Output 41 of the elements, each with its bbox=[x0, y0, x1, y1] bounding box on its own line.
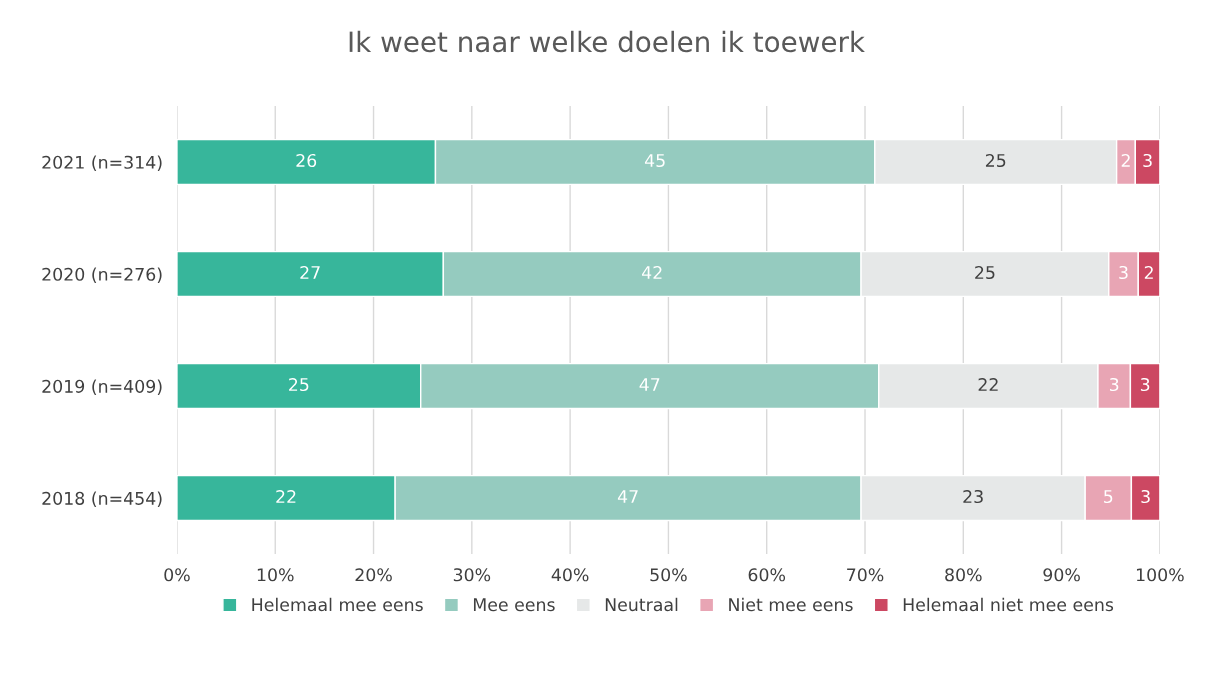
legend-label: Helemaal mee eens bbox=[252, 597, 423, 612]
data-label: 42 bbox=[642, 265, 662, 279]
data-label: 47 bbox=[617, 490, 638, 503]
data-label: 3 bbox=[1141, 489, 1150, 504]
x-tick-label: 40% bbox=[551, 568, 589, 582]
legend-label: Niet mee eens bbox=[729, 597, 853, 612]
legend-label: Helemaal niet mee eens bbox=[903, 597, 1114, 612]
y-tick-label: 2021 (n=314) bbox=[42, 155, 162, 171]
data-label: 23 bbox=[963, 489, 983, 504]
data-label: 5 bbox=[1104, 490, 1113, 504]
data-label: 2 bbox=[1144, 265, 1153, 279]
y-tick-label: 2018 (n=454) bbox=[42, 491, 162, 507]
y-tick-label: 2020 (n=276) bbox=[42, 267, 162, 283]
data-label: 26 bbox=[296, 153, 317, 168]
data-label: 3 bbox=[1109, 377, 1119, 392]
x-tick-label: 70% bbox=[847, 568, 884, 582]
data-label: 3 bbox=[1143, 153, 1152, 168]
x-tick-label: 50% bbox=[650, 568, 687, 582]
data-label: 47 bbox=[639, 378, 660, 391]
legend-label: Mee eens bbox=[473, 598, 555, 612]
data-label: 45 bbox=[644, 154, 665, 168]
data-label: 27 bbox=[300, 265, 320, 279]
y-tick-label: 2019 (n=409) bbox=[42, 379, 162, 395]
x-tick-label: 80% bbox=[945, 568, 982, 582]
legend-label: Neutraal bbox=[605, 597, 678, 612]
x-tick-label: 60% bbox=[748, 568, 786, 582]
data-label: 3 bbox=[1119, 265, 1128, 280]
x-tick-label: 0% bbox=[164, 568, 190, 582]
x-tick-label: 90% bbox=[1043, 568, 1080, 582]
data-label: 2 bbox=[1121, 153, 1130, 167]
data-label: 25 bbox=[985, 153, 1006, 168]
x-tick-label: 10% bbox=[257, 568, 294, 582]
x-tick-label: 30% bbox=[453, 568, 491, 582]
x-tick-label: 100% bbox=[1136, 568, 1184, 582]
data-label: 3 bbox=[1140, 377, 1150, 392]
x-tick-label: 20% bbox=[355, 568, 392, 582]
data-label: 25 bbox=[975, 265, 995, 280]
data-label: 22 bbox=[978, 377, 998, 391]
data-label: 25 bbox=[289, 377, 309, 392]
data-label: 22 bbox=[276, 489, 296, 503]
chart-title: Ik weet naar welke doelen ik toewerk bbox=[349, 30, 865, 53]
